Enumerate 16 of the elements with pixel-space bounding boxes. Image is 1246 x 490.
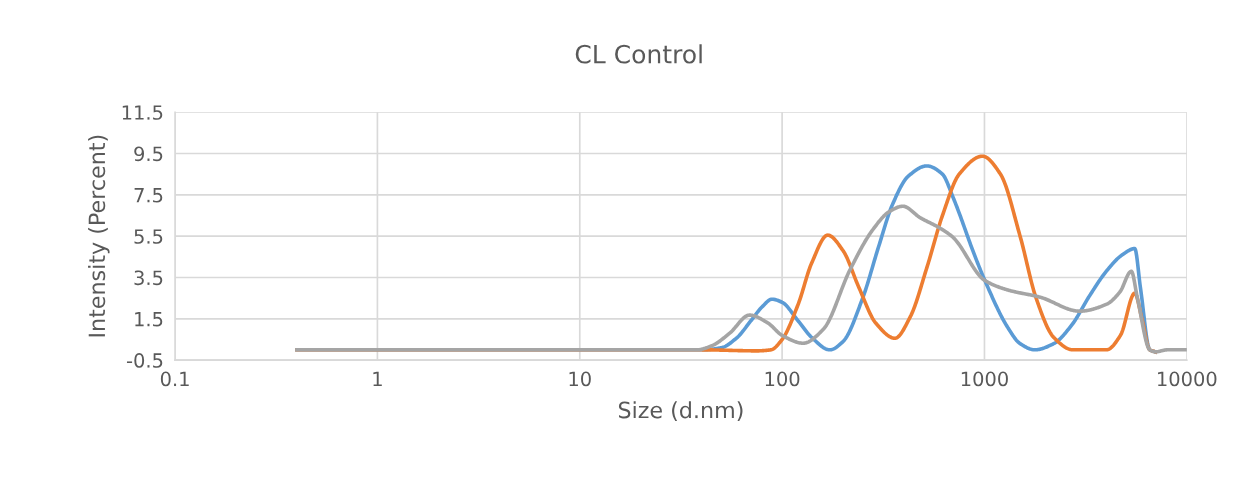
x-tick-label: 1000	[961, 371, 1008, 387]
y-tick-label: 9.5	[134, 146, 163, 162]
y-tick-label: 3.5	[134, 270, 163, 286]
y-tick-label: -0.5	[126, 353, 163, 368]
y-tick-label: 7.5	[134, 188, 163, 203]
x-tick-label: 10000	[1158, 371, 1217, 387]
y-axis-title: Intensity (Percent)	[88, 135, 110, 337]
x-axis-title: Size (d.nm)	[618, 401, 743, 422]
x-tick-label: 100	[765, 371, 800, 387]
y-tick-label: 1.5	[135, 312, 163, 327]
x-tick-label: 10	[569, 371, 591, 387]
chart-title: CL Control	[575, 44, 702, 64]
x-tick-label: 0.1	[160, 371, 189, 387]
y-tick-label: 11.5	[122, 105, 163, 120]
y-tick-label: 5.5	[134, 229, 163, 244]
x-tick-label: 1	[373, 371, 382, 387]
